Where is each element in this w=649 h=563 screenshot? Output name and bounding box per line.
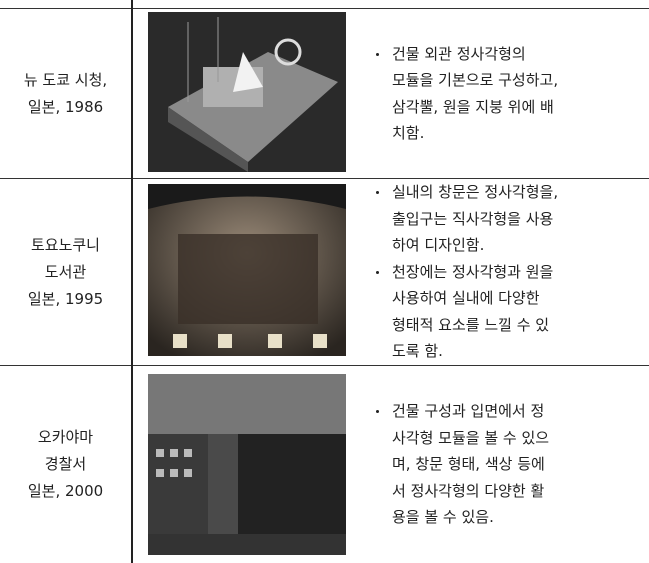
name-line: 일본, 1995 [27, 289, 104, 308]
column-rule [131, 0, 133, 563]
name-line: 일본, 1986 [27, 97, 104, 116]
name-line: 경찰서 [44, 455, 87, 473]
photo [148, 374, 346, 555]
rule [0, 8, 649, 9]
name-line: 뉴 도쿄 시청, [23, 70, 108, 89]
description-line: 형태적 요소를 느낄 수 있 [392, 315, 550, 334]
photo [148, 12, 346, 172]
rule [0, 178, 649, 179]
description-line: 하여 디자인함. [392, 236, 485, 255]
description-line: 모듈을 기본으로 구성하고, [392, 71, 559, 89]
description-line: 용을 볼 수 있음. [392, 508, 494, 527]
description-line: 건물 구성과 입면에서 정 [392, 402, 545, 421]
bullet-dot [376, 191, 379, 195]
bullet-dot [376, 52, 379, 56]
photo [148, 184, 346, 356]
building-name: 뉴 도쿄 시청, 일본, 1986 [0, 9, 131, 178]
description-line: 서 정사각형의 다양한 활 [392, 481, 545, 500]
description-line: 삼각뿔, 원을 지붕 위에 배 [392, 97, 554, 116]
bullet-dot [376, 270, 379, 274]
description-line: 사용하여 실내에 다양한 [392, 289, 540, 308]
description-line: 천장에는 정사각형과 원을 [392, 262, 554, 281]
description-line: 치함. [392, 124, 425, 142]
name-line: 토요노쿠니 [30, 235, 100, 254]
description-line: 실내의 창문은 정사각형을, [392, 183, 559, 202]
description-line: 사각형 모듈을 볼 수 있으 [392, 428, 550, 447]
description-line: 며, 창문 형태, 색상 등에 [392, 455, 545, 474]
bullet-dot [376, 410, 379, 414]
name-line: 일본, 2000 [27, 482, 104, 500]
name-line: 오카야마 [37, 428, 94, 446]
rule [0, 365, 649, 366]
name-line: 도서관 [44, 262, 87, 281]
description-line: 출입구는 직사각형을 사용 [392, 209, 554, 228]
description-line: 건물 외관 정사각형의 [392, 44, 526, 63]
description-line: 도록 함. [392, 342, 443, 361]
